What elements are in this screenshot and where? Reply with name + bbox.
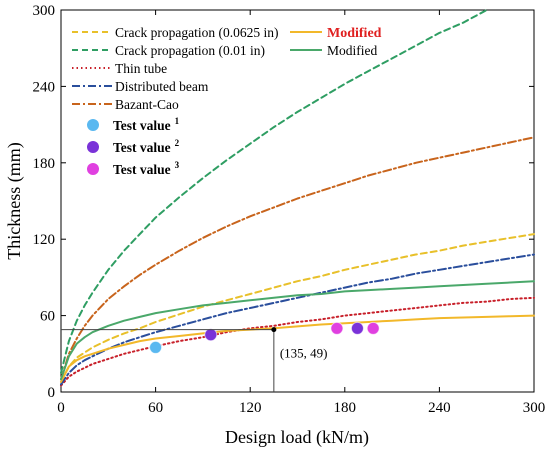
legend-label-modified-yellow: Modified	[327, 26, 382, 41]
axis-ticks: 0 60 120 180 240 300 0 60 120 180 240 300	[33, 3, 546, 416]
y-tick-label: 120	[33, 232, 56, 248]
legend-label-test-1-sup: 1	[175, 116, 180, 126]
x-tick-label: 180	[334, 400, 357, 416]
legend-marker-test-3	[87, 163, 99, 175]
x-tick-label: 240	[428, 400, 451, 416]
series-line-0	[60, 233, 535, 383]
test-value-point-1-0	[149, 340, 163, 354]
x-tick-label: 120	[239, 400, 262, 416]
scatter-layer	[149, 321, 380, 354]
y-tick-label: 300	[33, 3, 56, 19]
legend-label-test-3-text: Test value	[113, 162, 171, 177]
x-axis-title: Design load (kN/m)	[225, 427, 369, 448]
legend: Crack propagation (0.0625 in) Crack prop…	[72, 25, 382, 177]
legend-label-test-2-text: Test value	[113, 140, 171, 155]
legend-label-test-2-sup: 2	[175, 138, 180, 148]
legend-label-test-3: Test value 3	[113, 160, 180, 177]
y-tick-label: 240	[33, 79, 56, 95]
y-tick-label: 0	[48, 385, 56, 401]
legend-label-test-3-sup: 3	[175, 160, 180, 170]
test-value-point-2-0	[204, 328, 218, 342]
plot-frame	[60, 9, 535, 393]
legend-label-test-1-text: Test value	[113, 118, 171, 133]
annotation-label: (135, 49)	[280, 346, 328, 361]
series-line-2	[60, 296, 535, 387]
test-value-point-3-0	[330, 321, 344, 335]
series-line-6	[60, 280, 535, 381]
x-tick-label: 300	[523, 400, 546, 416]
test-value-point-3-1	[366, 321, 380, 335]
test-value-point-2-1	[350, 321, 364, 335]
x-tick-label: 0	[57, 400, 65, 416]
series-line-1	[60, 9, 488, 374]
legend-label-modified-green: Modified	[327, 43, 377, 58]
legend-marker-test-2	[87, 141, 99, 153]
x-tick-label: 60	[148, 400, 163, 416]
legend-label-crack-001: Crack propagation (0.01 in)	[115, 43, 265, 58]
annotation-layer: (135, 49)	[61, 327, 328, 392]
y-axis-title: Thickness (mm)	[4, 142, 25, 259]
legend-label-crack-0625: Crack propagation (0.0625 in)	[115, 25, 278, 40]
legend-label-bazant-cao: Bazant-Cao	[115, 97, 179, 112]
y-tick-label: 180	[33, 156, 56, 172]
legend-marker-test-1	[87, 119, 99, 131]
y-tick-label: 60	[40, 309, 55, 325]
legend-label-test-2: Test value 2	[113, 138, 180, 155]
annotation-point	[271, 327, 277, 333]
legend-label-distributed-beam: Distributed beam	[115, 79, 209, 94]
legend-label-test-1: Test value 1	[113, 116, 180, 133]
series-line-4	[60, 136, 535, 381]
series-line-3	[60, 253, 535, 386]
legend-label-thin-tube: Thin tube	[115, 61, 167, 76]
